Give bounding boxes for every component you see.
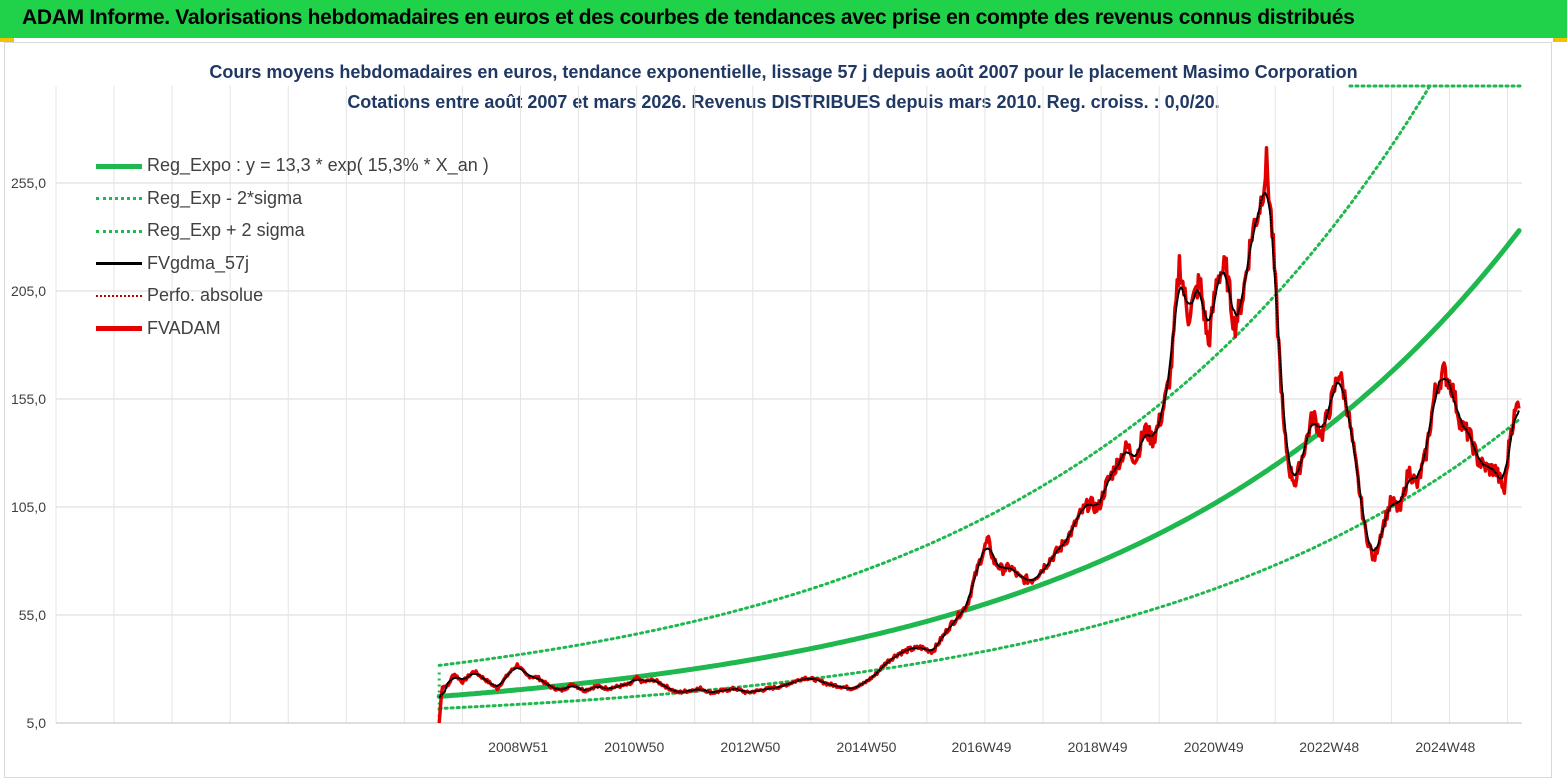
x-tick-label: 2024W48: [1415, 739, 1475, 755]
series-group: [436, 84, 1524, 723]
series-fvgdma: [438, 192, 1520, 699]
y-tick-label: 5,0: [27, 715, 47, 731]
x-tick-label: 2022W48: [1299, 739, 1359, 755]
legend-label: Reg_Exp + 2 sigma: [147, 220, 305, 241]
legend-label: FVgdma_57j: [147, 252, 250, 273]
corner-accent-right: [1553, 38, 1567, 42]
y-tick-label: 105,0: [11, 499, 46, 515]
header-banner: ADAM Informe. Valorisations hebdomadaire…: [0, 0, 1567, 38]
legend-swatch: [96, 163, 142, 169]
legend-swatch: [96, 326, 142, 332]
grid: [55, 86, 1522, 724]
x-tick-label: 2010W50: [604, 739, 664, 755]
legend-swatch: [96, 229, 142, 233]
series-fvadam: [437, 146, 1521, 723]
legend-swatch: [96, 197, 142, 201]
corner-accent-left: [0, 38, 14, 42]
x-tick-label: 2014W50: [837, 739, 897, 755]
legend-label: Reg_Expo : y = 13,3 * exp( 15,3% * X_an …: [147, 155, 489, 175]
series-reg-expo: [436, 228, 1522, 699]
legend-label: Perfo. absolue: [147, 285, 264, 306]
x-axis: 2008W51 2010W50 2012W50 2014W50 2016W49 2018W…: [488, 739, 1475, 755]
y-tick-label: 155,0: [11, 391, 46, 407]
chart-frame: [4, 42, 1552, 778]
x-tick-label: 2018W49: [1068, 739, 1128, 755]
page-title: ADAM Informe. Valorisations hebdomadaire…: [22, 6, 1355, 29]
legend-swatch: [96, 295, 142, 298]
legend-label: FVADAM: [147, 317, 221, 338]
x-tick-label: 2008W51: [488, 739, 548, 755]
y-axis: 5,0 55,0 105,0 155,0 205,0 255,0: [11, 175, 46, 731]
x-tick-label: 2016W49: [951, 739, 1011, 755]
y-tick-label: 55,0: [19, 607, 46, 623]
series-reg-low: [437, 418, 1521, 710]
chart-subtitle: Cotations entre août 2007 et mars 2026. …: [347, 92, 1220, 112]
series-reg-high: [437, 86, 1432, 667]
legend-swatch: [96, 262, 142, 266]
series-perfo: [438, 147, 1520, 723]
x-tick-label: 2020W49: [1184, 739, 1244, 755]
x-tick-label: 2012W50: [720, 739, 780, 755]
legend-label: Reg_Exp - 2*sigma: [147, 187, 303, 208]
y-tick-label: 255,0: [11, 175, 46, 191]
y-tick-label: 205,0: [11, 283, 46, 299]
chart-title: Cours moyens hebdomadaires en euros, ten…: [209, 62, 1358, 82]
